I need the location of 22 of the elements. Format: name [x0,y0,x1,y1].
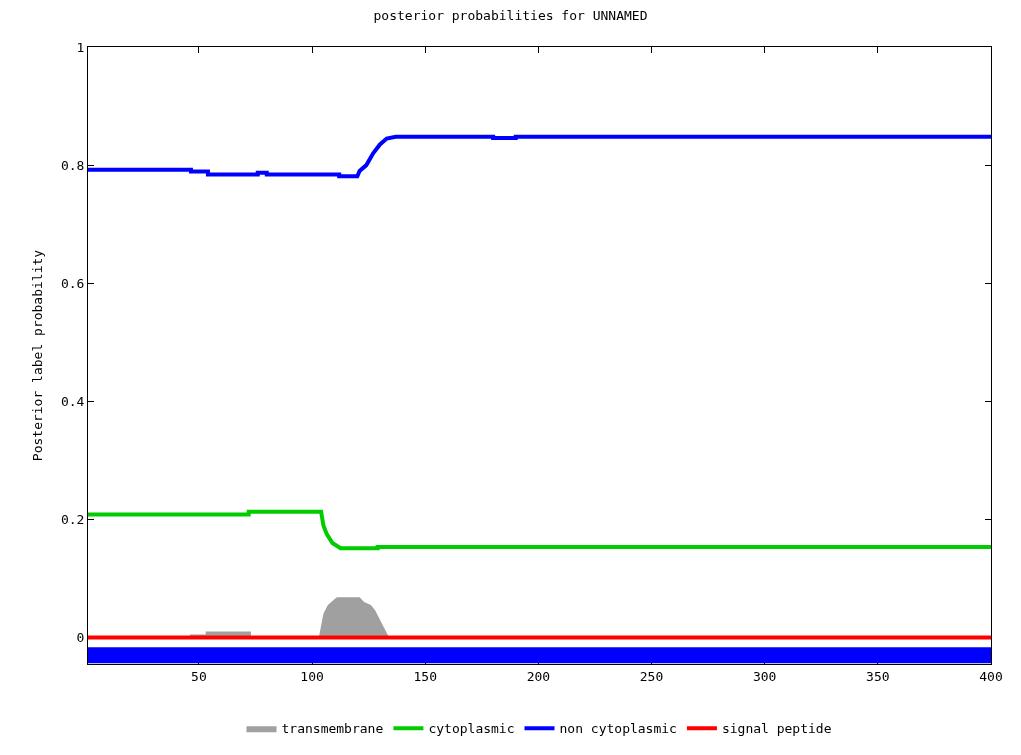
x-tick-label: 50 [191,668,207,684]
y-tick-label: 0 [76,629,85,645]
y-axis-title: Posterior label probability [29,249,45,462]
y-tick-label: 0.8 [60,157,85,173]
x-tick-label: 150 [413,668,437,684]
y-tick-label: 1 [76,39,85,55]
x-tick-label: 200 [526,668,551,684]
line-series [88,134,991,179]
y-tick-label: 0.6 [60,275,85,291]
line-series [88,509,991,551]
y-tick-label: 0.2 [60,511,85,527]
x-tick-label: 300 [752,668,777,684]
legend-label: cytoplasmic [428,721,515,737]
x-tick-label: 100 [300,668,324,684]
legend-label: signal peptide [721,721,832,737]
legend-label: transmembrane [281,721,384,737]
x-tick-label: 400 [979,668,1003,684]
y-tick-label: 0.4 [60,393,85,409]
x-tick-label: 350 [866,668,890,684]
legend-label: non cytoplasmic [559,721,677,737]
x-tick-label: 250 [639,668,664,684]
chart-title: posterior probabilities for UNNAMED [373,8,648,24]
